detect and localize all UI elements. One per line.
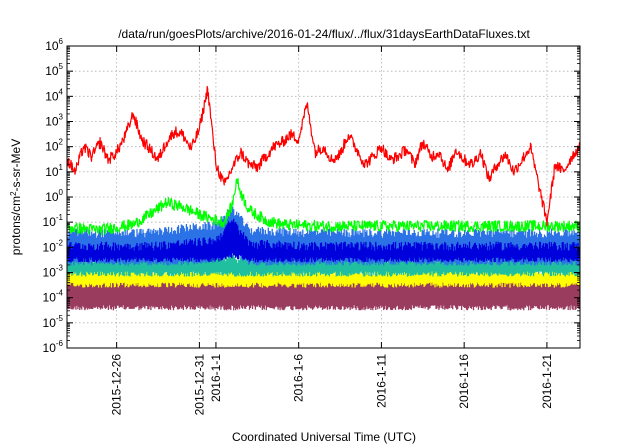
series-band-4 — [67, 218, 580, 263]
y-tick-label-base: 10 — [45, 64, 59, 78]
y-tick-label: 101 — [45, 163, 63, 179]
y-tick-label: 10-5 — [43, 314, 64, 330]
y-tick-label-exp: -3 — [56, 264, 64, 273]
y-tick-label: 106 — [45, 37, 63, 53]
y-tick-label-base: 10 — [43, 291, 57, 305]
y-tick-label: 10-4 — [43, 289, 64, 305]
y-tick-label-exp: -6 — [56, 339, 64, 348]
x-tick-label: 2016-1-16 — [457, 354, 471, 409]
y-tick-label-base: 10 — [45, 190, 59, 204]
series-band-1 — [67, 266, 580, 288]
y-axis: 10-610-510-410-310-210-11001011021031041… — [43, 37, 580, 355]
x-axis-label: Coordinated Universal Time (UTC) — [232, 430, 416, 444]
y-tick-label-base: 10 — [45, 39, 59, 53]
y-tick-label-exp: -2 — [56, 238, 64, 247]
x-tick-label: 2016-1-6 — [292, 354, 306, 402]
y-axis-label: protons/cm2-s-sr-MeV — [9, 139, 24, 255]
y-tick-label: 105 — [45, 62, 63, 78]
y-tick-label-exp: 3 — [59, 113, 64, 122]
y-tick-label: 103 — [45, 113, 63, 129]
y-tick-label-exp: 6 — [59, 37, 64, 46]
y-axis-label-rest: -s-sr-MeV — [9, 139, 23, 192]
y-tick-label-base: 10 — [43, 215, 57, 229]
series-group — [67, 85, 580, 311]
y-tick-label-base: 10 — [43, 316, 57, 330]
series-line-5 — [67, 177, 580, 236]
y-tick-label-exp: 5 — [59, 62, 64, 71]
y-tick-label: 10-1 — [43, 213, 64, 229]
y-axis-label-sup: 2 — [9, 191, 18, 196]
x-tick-label: 2016-1-21 — [540, 354, 554, 409]
y-tick-label: 100 — [45, 188, 63, 204]
y-axis-label-base: protons/cm — [9, 196, 23, 255]
y-tick-label-base: 10 — [45, 140, 59, 154]
y-tick-label-exp: -1 — [56, 213, 64, 222]
y-tick-label-exp: 2 — [59, 138, 64, 147]
y-tick-label: 104 — [45, 87, 63, 103]
y-tick-label-base: 10 — [43, 240, 57, 254]
x-axis: 2015-12-26 2015-12-31 2016-1-1 2016-1-6 2016… — [110, 46, 554, 415]
y-tick-label: 102 — [45, 138, 63, 154]
y-tick-label-exp: 1 — [59, 163, 64, 172]
y-tick-label: 10-6 — [43, 339, 64, 355]
chart-title: /data/run/goesPlots/archive/2016-01-24/f… — [118, 27, 530, 41]
y-tick-label-exp: -5 — [56, 314, 64, 323]
x-tick-label: 2015-12-31 — [192, 354, 206, 416]
x-tick-label: 2016-1-11 — [374, 354, 388, 408]
y-tick-label-base: 10 — [45, 89, 59, 103]
series-band-0 — [67, 274, 580, 311]
y-tick-label-base: 10 — [45, 165, 59, 179]
x-tick-label: 2016-1-1 — [209, 354, 223, 402]
y-tick-label-exp: 0 — [59, 188, 64, 197]
y-tick-label-base: 10 — [45, 115, 59, 129]
y-tick-label-base: 10 — [43, 341, 57, 355]
y-tick-label-base: 10 — [43, 266, 57, 280]
y-tick-label-exp: -4 — [56, 289, 64, 298]
series-line-6 — [67, 85, 580, 227]
y-tick-label-exp: 4 — [59, 87, 64, 96]
y-tick-label: 10-2 — [43, 238, 64, 254]
y-tick-label: 10-3 — [43, 264, 64, 280]
x-tick-label: 2015-12-26 — [110, 354, 124, 416]
